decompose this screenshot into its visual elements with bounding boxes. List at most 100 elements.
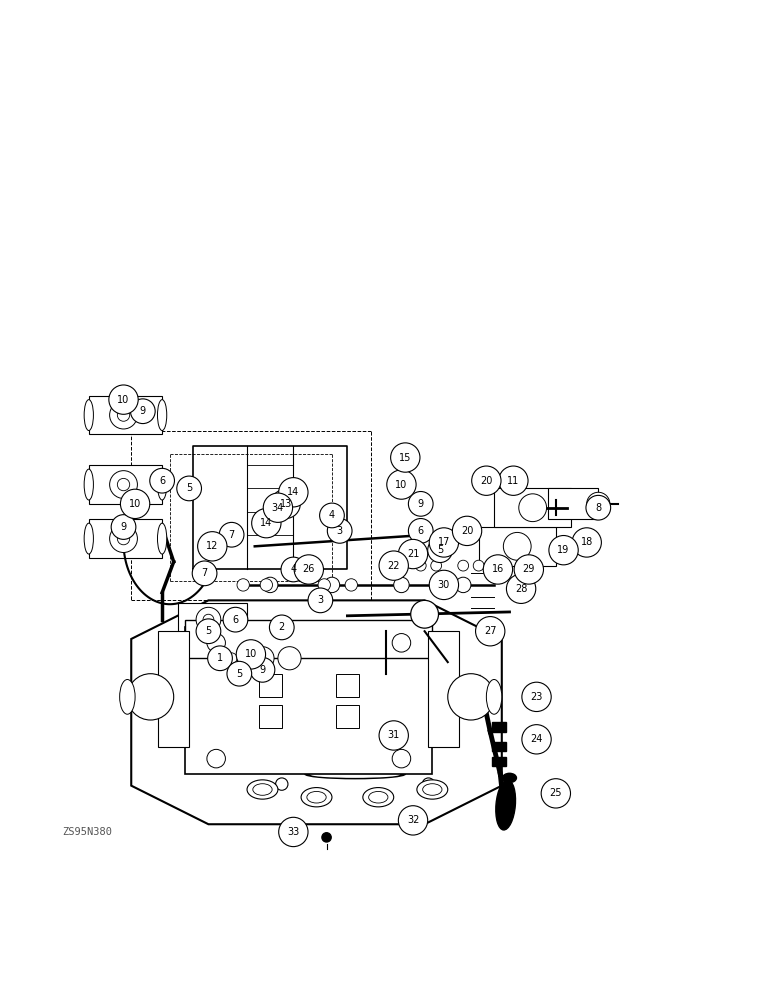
Circle shape [279,817,308,847]
Text: 5: 5 [186,483,192,493]
Circle shape [379,721,408,750]
Text: 10: 10 [245,649,257,659]
Text: 23: 23 [530,692,543,702]
Text: 5: 5 [205,626,212,636]
Circle shape [207,634,225,652]
Text: 10: 10 [395,480,408,490]
Circle shape [308,588,333,613]
Ellipse shape [247,780,278,799]
Circle shape [391,443,420,472]
Text: 17: 17 [438,537,450,547]
Circle shape [196,607,221,632]
Ellipse shape [157,469,167,500]
Circle shape [489,560,499,571]
Circle shape [219,522,244,547]
Ellipse shape [326,713,384,730]
Circle shape [429,570,459,600]
Circle shape [269,615,294,640]
Text: ZS95N380: ZS95N380 [62,827,112,837]
Circle shape [250,657,275,682]
Text: 22: 22 [388,561,400,571]
Text: 9: 9 [120,522,127,532]
Circle shape [227,661,252,686]
Circle shape [320,503,344,528]
Text: 9: 9 [418,499,424,509]
Ellipse shape [272,767,407,801]
Text: 25: 25 [550,788,562,798]
Ellipse shape [157,400,167,431]
Text: 24: 24 [530,734,543,744]
Text: 31: 31 [388,730,400,740]
Text: 2: 2 [279,622,285,632]
Circle shape [394,577,409,593]
Circle shape [519,494,547,522]
Circle shape [207,749,225,768]
Ellipse shape [368,791,388,803]
Text: 27: 27 [484,626,496,636]
Circle shape [111,515,136,539]
Text: 3: 3 [337,526,343,536]
Text: 13: 13 [279,499,292,509]
Ellipse shape [328,695,382,709]
Circle shape [150,468,174,493]
Circle shape [278,647,301,670]
Text: 20: 20 [480,476,493,486]
Ellipse shape [423,784,442,795]
Ellipse shape [157,523,167,554]
Ellipse shape [320,712,390,731]
Circle shape [198,532,227,561]
Text: 20: 20 [461,526,473,536]
Ellipse shape [310,752,400,766]
Ellipse shape [363,788,394,807]
Circle shape [263,493,293,522]
Circle shape [429,528,459,557]
Circle shape [514,555,543,584]
Text: 26: 26 [303,564,315,574]
Text: 19: 19 [557,545,570,555]
Circle shape [345,579,357,591]
Bar [492,757,506,766]
Circle shape [415,560,426,571]
Text: 6: 6 [232,615,239,625]
Circle shape [448,674,494,720]
Text: 7: 7 [201,568,208,578]
Bar [494,488,571,527]
Circle shape [271,489,300,519]
Bar [259,674,282,697]
Bar [89,465,162,504]
Text: 14: 14 [287,487,300,497]
Circle shape [428,538,452,563]
Circle shape [127,674,174,720]
Polygon shape [131,600,502,824]
Circle shape [223,607,248,632]
Circle shape [279,478,308,507]
Text: 1: 1 [217,653,223,663]
Ellipse shape [84,523,93,554]
Circle shape [472,466,501,495]
Text: 30: 30 [438,580,450,590]
Text: 8: 8 [595,503,601,513]
Bar [336,705,359,728]
Text: 5: 5 [236,669,242,679]
Circle shape [392,634,411,652]
Circle shape [226,653,237,664]
Ellipse shape [417,780,448,799]
Ellipse shape [306,791,326,803]
Text: 16: 16 [492,564,504,574]
Circle shape [431,560,442,571]
Bar [185,620,432,658]
Circle shape [110,401,137,429]
Text: 4: 4 [329,510,335,520]
Text: 21: 21 [407,549,419,559]
Text: 11: 11 [507,476,520,486]
Circle shape [276,778,288,790]
Ellipse shape [320,678,390,692]
Text: 18: 18 [581,537,593,547]
Circle shape [500,560,511,571]
Circle shape [473,560,484,571]
Text: 32: 32 [407,815,419,825]
Text: 6: 6 [159,476,165,486]
Ellipse shape [301,788,332,807]
Circle shape [541,779,571,808]
Ellipse shape [486,679,502,714]
